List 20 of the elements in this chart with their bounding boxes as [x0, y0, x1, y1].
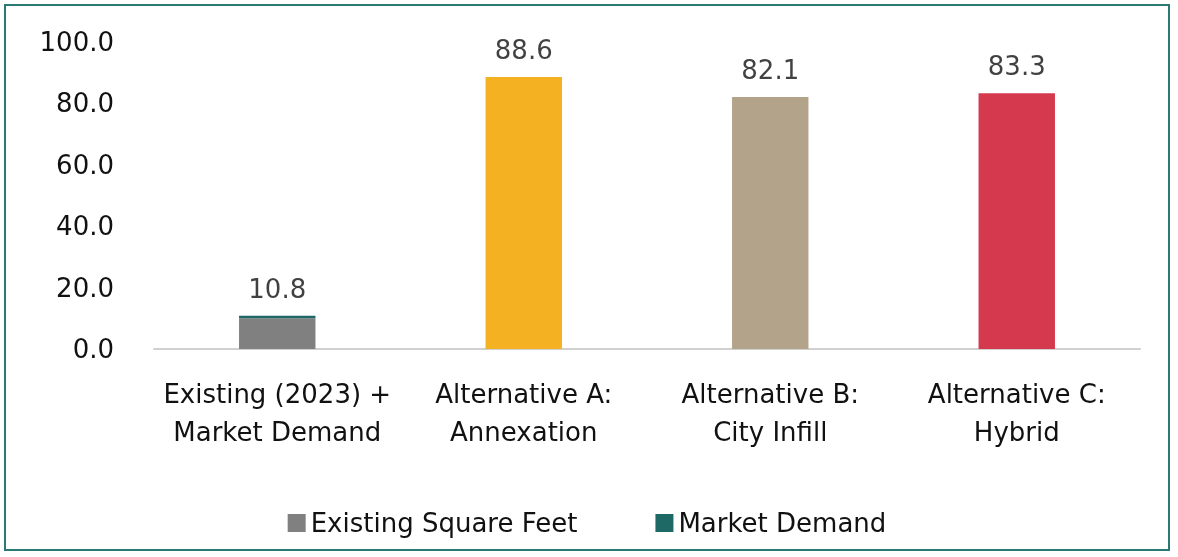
bar: [239, 318, 316, 349]
total-label: 10.8: [248, 273, 307, 304]
total-label: 88.6: [494, 35, 553, 65]
x-tick-label: Alternative B: City Infill: [681, 379, 860, 447]
total-label: 83.3: [987, 51, 1046, 82]
bar: [485, 77, 562, 349]
y-tick-label: 60.0: [56, 149, 114, 180]
x-tick-label: Alternative A: Annexation: [435, 379, 613, 447]
y-tick-label: 100.0: [39, 27, 114, 57]
y-tick-label: 80.0: [56, 88, 114, 119]
legend-label: Existing Square Feet: [310, 508, 578, 538]
y-tick-label: 20.0: [56, 272, 114, 303]
x-tick-label: Existing (2023) + Market Demand: [163, 379, 392, 447]
total-label: 82.1: [741, 54, 800, 85]
y-tick-label: 40.0: [56, 211, 114, 242]
legend-label: Market Demand: [678, 508, 887, 538]
y-tick-label: 0.0: [72, 334, 114, 364]
bar: [732, 96, 809, 349]
x-tick-label: Alternative C: Hybrid: [927, 379, 1106, 447]
bar: [978, 93, 1055, 349]
